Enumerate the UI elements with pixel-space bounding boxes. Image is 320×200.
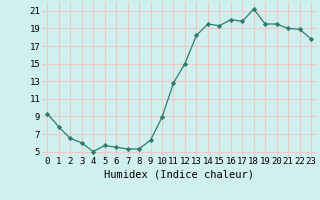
X-axis label: Humidex (Indice chaleur): Humidex (Indice chaleur) [104, 169, 254, 179]
